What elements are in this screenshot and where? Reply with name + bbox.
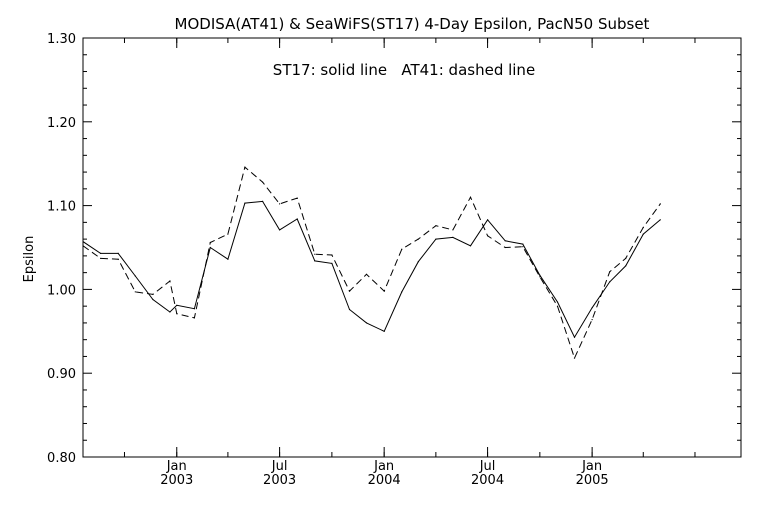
data-point-at41: [642, 226, 644, 228]
data-point-at41: [609, 271, 611, 273]
data-point-st17: [209, 246, 211, 249]
data-point-at41: [279, 203, 281, 205]
data-point-st17: [117, 252, 119, 254]
data-point-st17: [314, 260, 316, 262]
data-point-at41: [556, 305, 559, 307]
data-point-at41: [417, 238, 419, 240]
data-series: [83, 166, 661, 360]
x-tick-year-label: 2003: [160, 473, 193, 488]
data-point-st17: [383, 330, 385, 332]
data-point-at41: [209, 241, 211, 244]
data-point-at41: [176, 313, 178, 315]
data-point-at41: [452, 229, 454, 231]
data-point-st17: [539, 274, 541, 276]
x-tick-month-label: Jan: [373, 459, 394, 474]
data-point-st17: [152, 298, 154, 301]
data-point-st17: [573, 336, 576, 338]
data-point-st17: [591, 307, 593, 309]
data-point-st17: [331, 262, 333, 264]
x-tick-month-label: Jan: [581, 459, 602, 474]
y-tick-label: 1.30: [47, 32, 76, 47]
data-point-st17: [522, 243, 524, 245]
data-point-st17: [452, 236, 454, 238]
data-point-st17: [556, 301, 559, 303]
data-point-at41: [573, 357, 576, 359]
data-point-at41: [100, 257, 102, 259]
data-point-st17: [296, 218, 298, 220]
data-point-at41: [539, 276, 541, 278]
data-point-st17: [469, 245, 472, 247]
x-tick-year-label: 2004: [471, 473, 504, 488]
data-point-st17: [176, 304, 178, 306]
data-point-at41: [401, 248, 403, 250]
data-point-st17: [401, 291, 403, 293]
data-point-st17: [262, 200, 264, 202]
axis-ticks: 0.800.901.001.101.201.30Jan2003Jul2003Ja…: [47, 32, 741, 488]
data-point-st17: [227, 258, 229, 260]
data-point-at41: [169, 280, 171, 282]
data-point-st17: [100, 252, 102, 254]
data-point-at41: [591, 319, 593, 321]
data-point-at41: [625, 257, 627, 259]
data-point-st17: [487, 219, 489, 221]
data-point-at41: [522, 246, 524, 248]
data-point-st17: [625, 265, 627, 267]
data-point-at41: [262, 181, 264, 183]
data-point-at41: [469, 196, 472, 198]
x-tick-year-label: 2003: [263, 473, 296, 488]
data-point-at41: [227, 233, 229, 235]
chart-title: MODISA(AT41) & SeaWiFS(ST17) 4-Day Epsil…: [175, 15, 650, 33]
x-tick-month-label: Jan: [166, 459, 187, 474]
data-point-at41: [117, 258, 119, 260]
y-tick-label: 1.10: [47, 200, 76, 215]
data-point-st17: [504, 240, 506, 242]
line-style-annotation: ST17: solid line AT41: dashed line: [273, 61, 535, 79]
series-line-at41: [83, 166, 661, 360]
data-point-st17: [193, 308, 195, 310]
data-point-st17: [659, 219, 661, 221]
data-point-at41: [193, 317, 195, 319]
plot-frame: [82, 37, 742, 458]
y-tick-label: 1.20: [47, 116, 76, 131]
data-point-at41: [365, 273, 368, 275]
data-point-at41: [504, 246, 506, 249]
data-point-at41: [435, 225, 437, 227]
data-point-st17: [417, 261, 419, 263]
data-point-at41: [296, 197, 298, 199]
x-tick-year-label: 2004: [368, 473, 401, 488]
data-point-at41: [659, 203, 661, 205]
y-tick-label: 0.90: [47, 367, 76, 382]
data-point-at41: [383, 290, 385, 292]
x-tick-month-label: Jul: [271, 459, 288, 474]
data-point-at41: [487, 235, 489, 237]
data-point-st17: [348, 308, 351, 311]
data-point-at41: [314, 253, 316, 255]
data-point-at41: [331, 254, 333, 256]
y-tick-label: 1.00: [47, 283, 76, 298]
data-point-st17: [169, 311, 171, 313]
data-point-st17: [609, 281, 611, 283]
x-tick-month-label: Jul: [479, 459, 496, 474]
y-axis-label: Epsilon: [22, 236, 37, 283]
data-point-st17: [642, 233, 644, 235]
data-point-st17: [365, 322, 368, 324]
data-point-at41: [244, 166, 246, 168]
data-point-st17: [435, 238, 437, 240]
data-point-st17: [244, 202, 246, 204]
series-line-st17: [83, 200, 661, 339]
data-point-at41: [152, 293, 154, 295]
data-point-st17: [279, 229, 281, 231]
data-point-at41: [348, 290, 351, 292]
y-tick-label: 0.80: [47, 451, 76, 466]
data-point-at41: [134, 291, 136, 293]
data-point-st17: [134, 275, 136, 277]
x-tick-year-label: 2005: [576, 473, 609, 488]
